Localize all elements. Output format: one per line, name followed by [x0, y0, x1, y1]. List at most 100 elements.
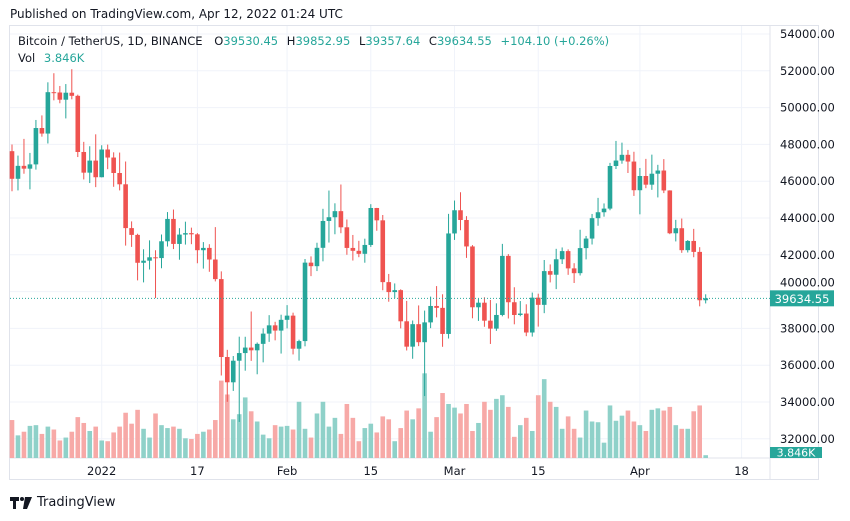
tradingview-logo[interactable]: TradingView — [10, 495, 116, 510]
candle-body — [308, 262, 314, 267]
volume-bar — [673, 425, 679, 458]
candle-body — [57, 92, 63, 100]
published-caption: Published on TradingView.com, Apr 12, 20… — [10, 7, 343, 21]
candle-body — [661, 170, 667, 191]
candle-body — [27, 164, 33, 169]
candle-body — [213, 259, 218, 280]
ohlc-row: Bitcoin / TetherUS, 1D, BINANCE O39530.4… — [18, 33, 609, 50]
volume-bar — [428, 431, 433, 458]
candle-body — [547, 271, 553, 275]
volume-bar — [39, 433, 45, 458]
volume-bar — [607, 405, 613, 458]
candle-body — [189, 233, 194, 235]
volume-bar — [458, 413, 463, 458]
candle-body — [404, 321, 409, 347]
volume-bar — [266, 438, 272, 458]
volume-bar — [99, 440, 104, 458]
candle-body — [673, 228, 679, 234]
high-label: H — [286, 34, 296, 48]
candle-body — [518, 313, 523, 315]
candle-body — [488, 320, 493, 329]
candle-body — [159, 241, 164, 259]
candle-body — [129, 228, 134, 235]
volume-bar — [177, 428, 182, 458]
candle-body — [392, 290, 398, 293]
candle-body — [45, 92, 51, 134]
candle-body — [637, 175, 643, 191]
logo-text: TradingView — [37, 495, 116, 510]
volume-bar — [27, 425, 33, 458]
symbol-label[interactable]: Bitcoin / TetherUS, 1D, BINANCE — [18, 34, 203, 48]
volume-bar — [500, 395, 505, 458]
x-tick-label: 15 — [363, 464, 378, 478]
volume-bar — [667, 406, 673, 458]
y-tick-label: 42000.00 — [780, 248, 835, 262]
high-value: 39852.95 — [295, 34, 351, 48]
volume-bar — [643, 430, 649, 458]
candle-body — [141, 260, 146, 263]
volume-bar — [446, 403, 451, 458]
volume-bar — [523, 417, 529, 458]
volume-bar — [601, 442, 607, 458]
volume-bar — [380, 416, 386, 458]
volume-bar — [260, 434, 266, 458]
volume-bar — [278, 426, 284, 458]
y-tick-label: 52000.00 — [780, 64, 835, 78]
volume-bar — [488, 409, 493, 458]
volume-bar — [308, 437, 314, 458]
volume-bar — [248, 411, 254, 458]
volume-bar — [93, 426, 99, 458]
candle-body — [99, 149, 104, 178]
candle-body — [81, 151, 87, 173]
candle-body — [338, 211, 344, 228]
y-tick-label: 32000.00 — [780, 432, 835, 446]
candle-body — [153, 257, 158, 259]
volume-bar — [111, 432, 116, 458]
volume-bar — [512, 436, 517, 458]
candle-body — [428, 305, 433, 323]
candle-body — [625, 154, 631, 162]
candle-body — [135, 234, 140, 263]
low-label: L — [358, 34, 366, 48]
candle-body — [69, 92, 75, 96]
volume-bar — [583, 410, 589, 458]
volume-bar — [637, 425, 643, 458]
candle-body — [195, 234, 200, 251]
volume-bar — [224, 394, 230, 458]
candle-body — [117, 172, 122, 185]
volume-bar — [153, 413, 158, 458]
volume-bar — [15, 435, 21, 458]
volume-bar — [117, 426, 122, 458]
volume-bar — [69, 431, 75, 458]
candle-body — [266, 325, 272, 334]
candle-body — [523, 313, 529, 333]
candle-body — [386, 282, 392, 293]
volume-bar — [661, 410, 667, 458]
close-label: C — [428, 34, 437, 48]
candle-body — [15, 165, 21, 179]
candle-body — [410, 324, 415, 347]
volume-bar — [679, 428, 685, 458]
candle-body — [362, 244, 368, 254]
candle-body — [667, 190, 673, 234]
x-tick-label: 2022 — [87, 464, 116, 478]
candle-body — [458, 210, 463, 220]
volume-bar — [374, 432, 380, 458]
volume-bar — [207, 429, 212, 458]
volume-bar — [272, 425, 278, 458]
volume-bar — [332, 417, 338, 458]
volume-bar — [398, 428, 403, 458]
volume-bar — [494, 398, 499, 458]
volume-bar — [51, 429, 57, 458]
candle-body — [242, 347, 248, 354]
price-tag — [770, 290, 834, 307]
candle-body — [356, 250, 362, 254]
volume-bar — [506, 406, 511, 458]
volume-bar — [541, 379, 547, 458]
volume-bar — [440, 393, 445, 458]
candle-body — [416, 324, 421, 343]
volume-bar — [535, 395, 541, 458]
chart-frame — [9, 25, 819, 480]
volume-bar — [691, 411, 697, 458]
